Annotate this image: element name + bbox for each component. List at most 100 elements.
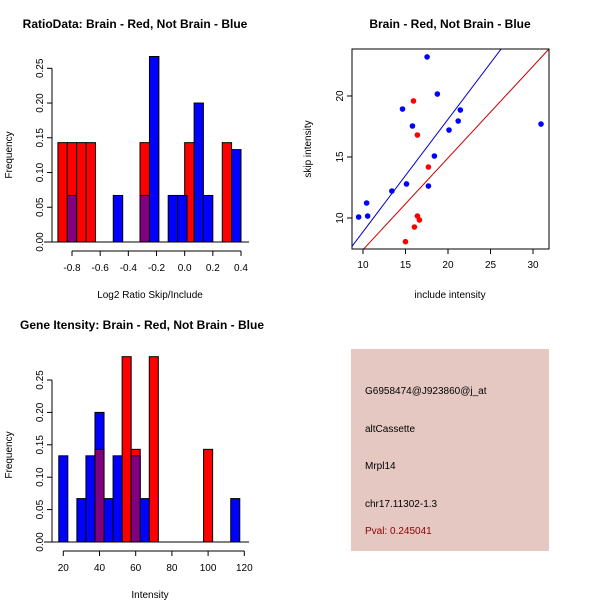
- x-tick-label: 0.4: [234, 263, 248, 274]
- x-tick-label: 30: [527, 260, 539, 271]
- bar-not-brain: [112, 455, 123, 543]
- bar-brain: [57, 142, 68, 243]
- x-tick-label: 0.0: [178, 263, 192, 274]
- point-brain: [402, 238, 409, 245]
- fit-line-brain: [362, 49, 549, 249]
- y-tick-label: 20: [335, 90, 346, 102]
- x-tick-label: -0.6: [92, 263, 110, 274]
- point-not-brain: [363, 200, 370, 206]
- point-brain: [410, 98, 417, 104]
- x-tick-label: 15: [400, 260, 412, 271]
- point-not-brain: [355, 214, 362, 220]
- x-tick-label: 20: [58, 563, 70, 574]
- event-type: altCassette: [365, 424, 416, 435]
- y-tick-label: 0.10: [35, 162, 46, 182]
- chromosome-location: chr17.11302-1.3: [365, 499, 438, 510]
- bar-not-brain: [148, 55, 160, 243]
- point-not-brain: [431, 153, 438, 159]
- x-tick-label: 10: [357, 260, 369, 271]
- point-not-brain: [538, 121, 544, 127]
- bar-not-brain: [231, 149, 242, 243]
- bar-not-brain: [202, 194, 214, 243]
- bar-not-brain: [230, 498, 241, 543]
- ratio-histogram-xlabel: Log2 Ratio Skip/Include: [97, 290, 203, 301]
- bar-not-brain: [76, 498, 87, 543]
- scatter-title: Brain - Red, Not Brain - Blue: [369, 17, 531, 31]
- gene-histogram-xlabel: Intensity: [131, 590, 168, 600]
- bar-not-brain: [103, 498, 114, 543]
- bar-brain: [221, 142, 233, 243]
- point-not-brain: [455, 118, 461, 124]
- intensity-scatter: Brain - Red, Not Brain - Blue include in…: [303, 17, 550, 301]
- bar-not-brain: [58, 455, 69, 543]
- x-tick-label: 120: [236, 563, 253, 574]
- scatter-xlabel: include intensity: [414, 290, 485, 301]
- bar-not-brain: [139, 498, 150, 543]
- ratio-histogram-ylabel: Frequency: [4, 131, 15, 178]
- probe-id: G6958474@J923860@j_at: [365, 386, 487, 397]
- point-brain: [411, 224, 418, 230]
- bar-not-brain: [85, 455, 96, 543]
- plot-frame: [351, 48, 550, 250]
- y-tick-label: 0.15: [35, 435, 46, 455]
- gene-intensity-histogram: Gene Itensity: Brain - Red, Not Brain - …: [4, 318, 264, 600]
- point-brain: [416, 217, 423, 223]
- y-tick-label: 0.20: [35, 93, 46, 113]
- point-not-brain: [446, 127, 452, 133]
- y-tick-label: 0.25: [35, 58, 46, 78]
- point-not-brain: [399, 106, 406, 112]
- bar-not-brain: [112, 194, 124, 243]
- point-not-brain: [434, 91, 441, 97]
- x-tick-label: 0.2: [206, 263, 220, 274]
- x-tick-label: -0.2: [148, 263, 166, 274]
- x-tick-label: 100: [200, 563, 217, 574]
- point-brain: [414, 132, 421, 138]
- point-not-brain: [424, 54, 430, 60]
- x-tick-label: 80: [166, 563, 178, 574]
- bar-overlap: [94, 448, 105, 543]
- bar-not-brain: [193, 102, 204, 243]
- y-tick-label: 10: [335, 212, 346, 224]
- x-tick-label: 20: [442, 260, 454, 271]
- bar-not-brain: [167, 194, 179, 243]
- bar-overlap: [66, 194, 78, 243]
- bar-overlap: [139, 194, 150, 243]
- probe-info-panel: G6958474@J923860@j_at altCassette Mrpl14…: [351, 349, 549, 551]
- bar-overlap: [130, 455, 141, 543]
- point-not-brain: [403, 181, 410, 187]
- gene-name: Mrpl14: [365, 461, 396, 472]
- point-brain: [425, 164, 432, 170]
- y-tick-label: 0.15: [35, 128, 46, 148]
- bar-brain: [148, 356, 159, 543]
- gene-histogram-title: Gene Itensity: Brain - Red, Not Brain - …: [20, 318, 264, 332]
- x-tick-label: -0.4: [120, 263, 138, 274]
- point-not-brain: [425, 183, 432, 189]
- bar-not-brain: [177, 194, 188, 243]
- point-not-brain: [457, 107, 464, 113]
- y-tick-label: 0.10: [35, 467, 46, 487]
- x-tick-label: 25: [485, 260, 497, 271]
- bar-brain: [121, 356, 132, 543]
- y-tick-label: 0.00: [35, 232, 46, 252]
- bar-brain: [76, 142, 87, 243]
- y-tick-label: 0.05: [35, 499, 46, 519]
- bar-brain: [203, 448, 214, 543]
- ratio-histogram-title: RatioData: Brain - Red, Not Brain - Blue: [23, 17, 248, 31]
- bar-brain: [85, 142, 97, 243]
- ratio-histogram: RatioData: Brain - Red, Not Brain - Blue…: [4, 17, 249, 301]
- scatter-ylabel: skip intensity: [303, 120, 314, 177]
- pval-text: Pval: 0.245041: [365, 526, 432, 537]
- x-tick-label: 40: [94, 563, 106, 574]
- gene-histogram-ylabel: Frequency: [4, 431, 15, 478]
- x-tick-label: -0.8: [63, 263, 81, 274]
- y-tick-label: 15: [335, 151, 346, 163]
- point-not-brain: [364, 213, 371, 219]
- point-not-brain: [409, 123, 416, 129]
- y-tick-label: 0.20: [35, 402, 46, 422]
- fit-line-not-brain: [352, 49, 502, 247]
- y-tick-label: 0.00: [35, 532, 46, 552]
- y-tick-label: 0.25: [35, 370, 46, 390]
- y-tick-label: 0.05: [35, 197, 46, 217]
